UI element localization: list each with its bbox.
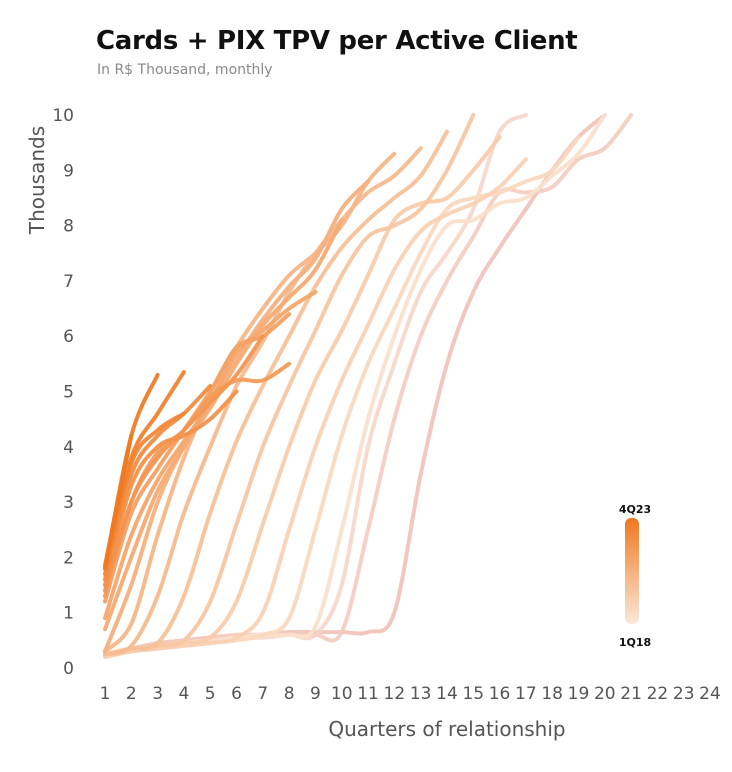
x-tick-label: 2 xyxy=(126,684,137,704)
x-tick-label: 16 xyxy=(489,684,511,704)
legend-top-label: 4Q23 xyxy=(619,503,651,516)
x-tick-label: 23 xyxy=(673,684,695,704)
x-tick-label: 18 xyxy=(541,684,563,704)
x-tick-label: 24 xyxy=(699,684,721,704)
y-tick-label: 5 xyxy=(63,383,74,403)
x-tick-label: 5 xyxy=(205,684,216,704)
series-line-cohort-11 xyxy=(103,151,397,654)
chart-subtitle: In R$ Thousand, monthly xyxy=(97,62,273,78)
y-tick-label: 2 xyxy=(63,548,74,568)
series-line-cohort-23 xyxy=(103,433,134,568)
x-axis-ticks: 1 2 3 4 5 6 7 8 9 10 11 12 13 14 15 16 17 18 19 20 21 22 23 24 xyxy=(100,684,721,704)
series-line-cohort-2 xyxy=(103,113,634,657)
x-tick-label: 21 xyxy=(620,684,642,704)
x-tick-label: 6 xyxy=(231,684,242,704)
x-axis-label: Quarters of relationship xyxy=(328,717,565,741)
y-tick-label: 0 xyxy=(63,659,74,679)
y-tick-label: 8 xyxy=(63,217,74,237)
y-tick-label: 7 xyxy=(63,272,74,292)
x-tick-label: 20 xyxy=(594,684,616,704)
x-tick-label: 13 xyxy=(410,684,432,704)
series-line-cohort-12 xyxy=(103,179,370,654)
x-tick-label: 9 xyxy=(310,684,321,704)
x-tick-label: 19 xyxy=(568,684,590,704)
y-tick-label: 10 xyxy=(52,106,74,126)
series-line-cohort-10 xyxy=(103,146,423,657)
y-axis-ticks: 0 1 2 3 4 5 6 7 8 9 10 xyxy=(52,106,74,679)
legend-gradient-bar xyxy=(625,518,639,624)
x-tick-label: 8 xyxy=(284,684,295,704)
x-tick-label: 17 xyxy=(515,684,537,704)
x-tick-label: 7 xyxy=(257,684,268,704)
y-tick-label: 3 xyxy=(63,493,74,513)
series-line-cohort-18 xyxy=(103,389,239,587)
series-line-cohort-9 xyxy=(103,129,449,657)
series-line-cohort-17 xyxy=(103,334,265,593)
x-tick-label: 22 xyxy=(647,684,669,704)
color-legend: 4Q23 1Q18 xyxy=(619,503,651,649)
x-tick-label: 3 xyxy=(152,684,163,704)
series-lines xyxy=(103,113,634,659)
y-axis-label: Thousands xyxy=(25,126,49,235)
x-tick-label: 10 xyxy=(331,684,353,704)
legend-bottom-label: 1Q18 xyxy=(619,636,651,649)
x-tick-label: 15 xyxy=(462,684,484,704)
y-tick-label: 9 xyxy=(63,161,74,181)
chart-title: Cards + PIX TPV per Active Client xyxy=(96,26,578,56)
x-tick-label: 1 xyxy=(100,684,111,704)
y-tick-label: 6 xyxy=(63,327,74,347)
x-tick-label: 11 xyxy=(357,684,379,704)
series-line-cohort-6 xyxy=(103,157,528,659)
y-tick-label: 1 xyxy=(63,604,74,624)
x-tick-label: 4 xyxy=(178,684,189,704)
x-tick-label: 14 xyxy=(436,684,458,704)
series-line-cohort-8 xyxy=(103,113,476,657)
y-tick-label: 4 xyxy=(63,438,74,458)
x-tick-label: 12 xyxy=(384,684,406,704)
